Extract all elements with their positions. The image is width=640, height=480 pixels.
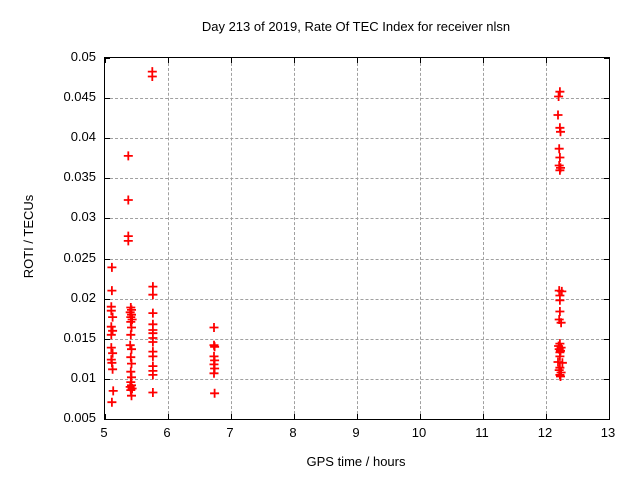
x-tick-mark: [546, 414, 547, 419]
y-tick-mark: [604, 98, 609, 100]
x-tick-mark: [168, 414, 169, 419]
x-gridline: [294, 58, 295, 419]
x-tick-label: 13: [600, 425, 616, 440]
y-tick-mark: [105, 138, 110, 140]
y-tick-mark: [604, 138, 609, 140]
y-tick-mark: [604, 258, 609, 260]
x-gridline: [546, 58, 547, 419]
x-tick-mark: [168, 58, 169, 63]
y-gridline: [105, 378, 609, 380]
x-tick-mark: [231, 58, 232, 63]
x-tick-label: 9: [352, 425, 360, 440]
x-tick-mark: [420, 58, 421, 63]
x-tick-mark: [546, 58, 547, 63]
x-tick-mark: [294, 414, 295, 419]
x-tick-mark: [609, 414, 610, 419]
y-tick-mark: [604, 58, 609, 59]
y-gridline: [105, 218, 609, 220]
x-tick-label: 8: [289, 425, 297, 440]
chart-title: Day 213 of 2019, Rate Of TEC Index for r…: [201, 19, 511, 34]
x-gridline: [357, 58, 358, 419]
y-tick-mark: [105, 338, 110, 340]
y-tick-label: 0.015: [63, 329, 96, 345]
x-gridline: [420, 58, 421, 419]
y-gridline: [105, 338, 609, 340]
y-tick-label: 0.05: [70, 49, 96, 64]
x-tick-mark: [357, 414, 358, 419]
y-tick-label: 0.045: [63, 89, 96, 105]
x-tick-label: 7: [226, 425, 234, 440]
y-tick-mark: [105, 218, 110, 220]
y-tick-mark: [604, 419, 609, 420]
x-gridline: [168, 58, 169, 419]
y-tick-label: 0.005: [63, 410, 96, 425]
x-tick-label: 6: [163, 425, 171, 440]
y-tick-mark: [105, 298, 110, 300]
x-tick-label: 10: [411, 425, 427, 440]
y-tick-mark: [604, 338, 609, 340]
x-gridline: [231, 58, 232, 419]
x-tick-label: 11: [475, 425, 489, 440]
x-tick-mark: [609, 58, 610, 63]
y-tick-mark: [105, 419, 110, 420]
x-tick-mark: [483, 58, 484, 63]
y-tick-mark: [105, 58, 110, 59]
x-axis-label: GPS time / hours: [306, 454, 406, 469]
x-tick-label: 5: [100, 425, 108, 440]
y-tick-mark: [604, 378, 609, 380]
y-tick-label: 0.03: [70, 209, 96, 225]
y-axis-label: ROTI / TECUs: [20, 194, 36, 279]
x-tick-mark: [357, 58, 358, 63]
y-tick-mark: [105, 378, 110, 380]
y-tick-mark: [105, 98, 110, 100]
x-tick-mark: [105, 414, 106, 419]
x-tick-mark: [294, 58, 295, 63]
x-tick-mark: [105, 58, 106, 63]
y-tick-mark: [604, 178, 609, 180]
y-tick-mark: [105, 258, 110, 260]
y-tick-label: 0.02: [70, 289, 96, 305]
plot-area: [104, 57, 610, 420]
y-gridline: [105, 178, 609, 180]
y-tick-mark: [105, 178, 110, 180]
y-gridline: [105, 258, 609, 260]
x-tick-mark: [483, 414, 484, 419]
y-gridline: [105, 138, 609, 140]
y-tick-mark: [604, 298, 609, 300]
y-tick-mark: [604, 218, 609, 220]
x-tick-label: 12: [537, 425, 553, 440]
scatter-points-layer: [106, 67, 567, 407]
y-gridline: [105, 298, 609, 300]
y-tick-label: 0.035: [63, 169, 96, 185]
x-tick-mark: [231, 414, 232, 419]
y-tick-label: 0.01: [70, 369, 96, 385]
y-gridline: [105, 98, 609, 100]
y-tick-label: 0.025: [63, 249, 96, 265]
x-tick-mark: [420, 414, 421, 419]
series-ROTI-points: [106, 67, 567, 407]
x-gridline: [483, 58, 484, 419]
y-tick-label: 0.04: [70, 129, 96, 145]
